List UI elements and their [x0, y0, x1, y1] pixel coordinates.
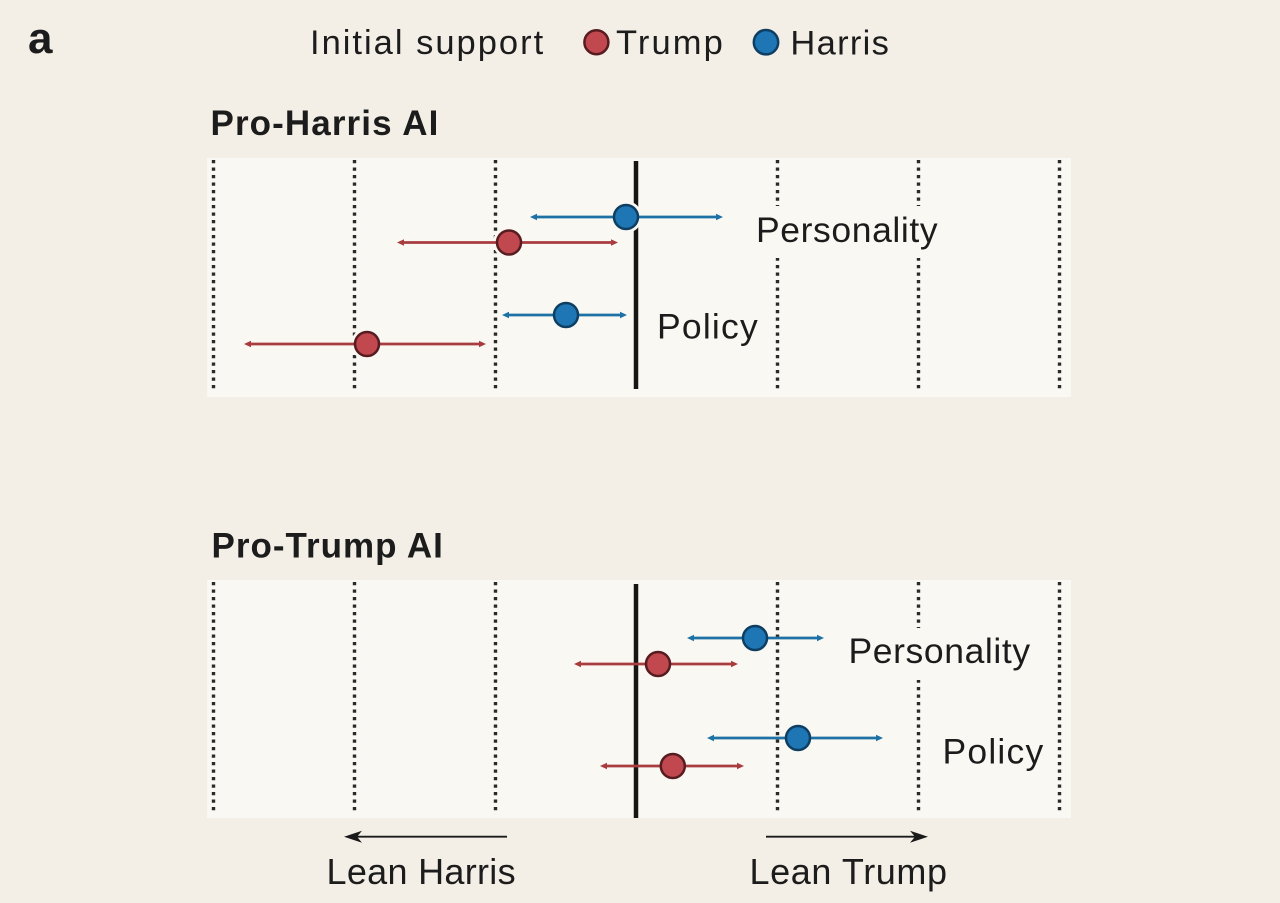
svg-text:Harris: Harris — [790, 25, 890, 63]
svg-text:Lean Harris: Lean Harris — [327, 851, 516, 892]
svg-text:Personality: Personality — [756, 210, 938, 250]
svg-text:Personality: Personality — [849, 631, 1031, 671]
svg-text:a: a — [28, 14, 53, 63]
svg-text:Policy: Policy — [657, 307, 759, 347]
svg-text:Initial support: Initial support — [310, 24, 545, 62]
svg-text:Pro-Harris AI: Pro-Harris AI — [211, 104, 440, 143]
svg-text:Trump: Trump — [616, 24, 725, 62]
svg-text:Pro-Trump AI: Pro-Trump AI — [212, 527, 444, 566]
svg-text:Policy: Policy — [943, 732, 1045, 772]
svg-text:Lean Trump: Lean Trump — [750, 851, 948, 892]
